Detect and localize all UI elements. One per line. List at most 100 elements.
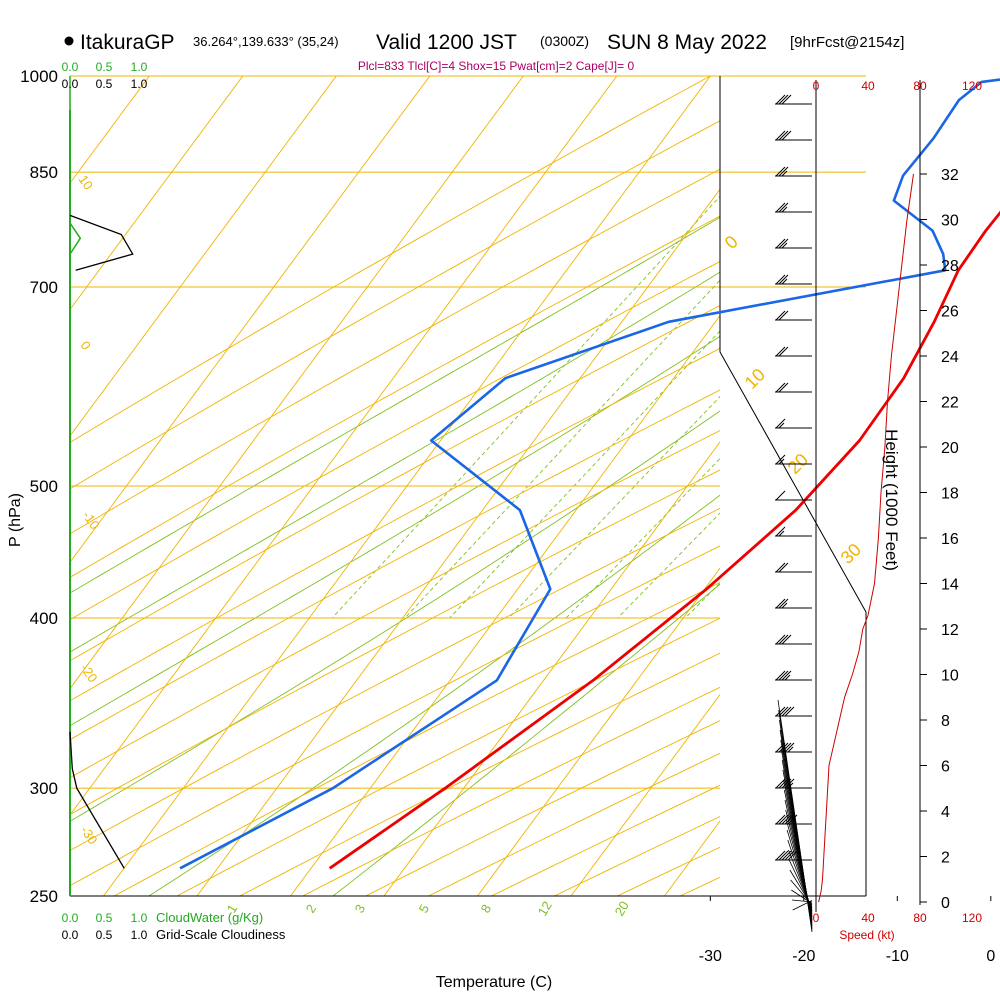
wind-barb-feather xyxy=(778,166,789,177)
height-tick-label: 24 xyxy=(941,349,959,366)
dry-adiabat-line xyxy=(70,120,720,490)
moist-adiabat-line xyxy=(70,216,720,594)
height-tick-label: 0 xyxy=(941,895,950,912)
mixing-ratio-line xyxy=(617,512,720,619)
wind-barb-feather xyxy=(778,814,789,825)
dry-adiabat-line xyxy=(70,168,720,535)
height-tick-label: 14 xyxy=(941,577,959,594)
dry-adiabat-line xyxy=(70,469,720,816)
wind-barb xyxy=(775,202,812,213)
wind-barb-feather xyxy=(775,562,786,573)
wind-barb-feather xyxy=(781,706,792,717)
wind-barb-feather xyxy=(775,418,786,429)
cloud-water-tick-top: 1.0 xyxy=(131,60,148,74)
height-tick-label: 10 xyxy=(941,668,959,685)
y-axis-label: P (hPa) xyxy=(7,493,24,547)
station-coords: 36.264°,139.633° (35,24) xyxy=(193,34,339,49)
station-name: ItakuraGP xyxy=(80,31,175,54)
temperature-line xyxy=(328,210,1000,870)
wind-barb-feather xyxy=(775,670,786,681)
cloudiness-line-lower xyxy=(69,214,134,271)
wind-barb-half-feather xyxy=(781,206,788,213)
utc-time: (0300Z) xyxy=(540,33,589,49)
mixing-ratio-label: 20 xyxy=(612,898,632,918)
mixing-ratio-line xyxy=(449,330,720,619)
cloudiness-tick-bottom: 0.0 xyxy=(62,928,79,942)
stability-indices: Plcl=833 Tlcl[C]=4 Shox=15 Pwat[cm]=2 Ca… xyxy=(358,59,635,73)
height-tick-label: 8 xyxy=(941,713,950,730)
cloudiness-tick-bottom: 0.5 xyxy=(96,928,113,942)
dry-adiabat-line xyxy=(70,545,720,887)
wind-barb xyxy=(775,418,812,429)
wind-barb-feather xyxy=(775,814,786,825)
cloudiness-tick-top: 1.0 xyxy=(131,77,148,91)
x-tick-label: -10 xyxy=(886,948,909,965)
isotherm-line xyxy=(927,47,1000,920)
wind-barb-feather xyxy=(775,130,786,141)
wind-barb-feather xyxy=(778,850,789,861)
wind-barb xyxy=(775,562,812,573)
dry-adiabat-line xyxy=(70,215,720,578)
wind-barb xyxy=(775,346,812,357)
pressure-tick-label: 500 xyxy=(30,477,58,496)
wind-barb xyxy=(775,742,812,753)
mixing-ratio-line xyxy=(331,195,720,619)
wind-barb-half-feather xyxy=(781,278,788,285)
sounding-profiles xyxy=(179,78,1000,870)
low-level-wind-barb xyxy=(792,900,813,911)
wind-speed-line xyxy=(818,173,914,903)
valid-time: Valid 1200 JST xyxy=(376,31,517,54)
theta-label: -10 xyxy=(80,508,103,532)
wind-barb xyxy=(775,94,812,105)
wind-barb-feather xyxy=(778,634,789,645)
height-tick-label: 26 xyxy=(941,304,959,321)
forecast-info: [9hrFcst@2154z] xyxy=(790,34,904,51)
wind-barb-feather xyxy=(778,310,789,321)
wind-barb xyxy=(775,670,812,681)
theta-e-label: 0 xyxy=(721,232,742,253)
isotherm-line xyxy=(70,76,431,563)
wind-barb-feather xyxy=(781,670,792,681)
pressure-tick-label: 700 xyxy=(30,278,58,297)
forecast-date: SUN 8 May 2022 xyxy=(607,31,767,54)
wind-speed-tick-bottom: 40 xyxy=(861,911,875,925)
mixing-ratio-line xyxy=(508,395,720,619)
mixing-ratio-label: 12 xyxy=(535,898,555,918)
dry-adiabat-line xyxy=(70,261,720,621)
wind-barb-feather xyxy=(775,238,786,249)
wind-barb xyxy=(775,526,812,537)
wind-barb-feather xyxy=(781,94,792,105)
wind-barb-feather xyxy=(778,238,789,249)
pressure-tick-label: 250 xyxy=(30,887,58,906)
cloud-water-tick-top: 0.0 xyxy=(62,60,79,74)
isotherm-line xyxy=(570,693,720,896)
dry-adiabat-line xyxy=(176,617,720,896)
wind-speed-tick-top: 120 xyxy=(962,79,982,93)
pressure-tick-label: 1000 xyxy=(20,67,58,86)
wind-barb xyxy=(775,274,812,285)
cloud-profiles xyxy=(69,76,134,896)
wind-speed-tick-bottom: 120 xyxy=(962,911,982,925)
wind-barb-feather xyxy=(778,274,789,285)
wind-barb xyxy=(775,166,812,177)
wind-barb-feather xyxy=(775,634,786,645)
wind-barb-feather xyxy=(778,346,789,357)
moist-adiabat-line xyxy=(70,335,720,727)
wind-barb xyxy=(775,598,812,609)
dewpoint-line xyxy=(179,78,1000,870)
height-tick-label: 12 xyxy=(941,622,959,639)
wind-barb-half-feather xyxy=(781,242,788,249)
height-tick-label: 6 xyxy=(941,759,950,776)
isotherm-line xyxy=(740,47,1000,920)
mixing-ratio-line xyxy=(404,279,720,619)
cloudiness-tick-top: 0.0 xyxy=(62,77,79,91)
wind-barb-feather xyxy=(781,634,792,645)
wind-barb-feather xyxy=(784,742,795,753)
pressure-tick-label: 400 xyxy=(30,609,58,628)
wind-barb-feather xyxy=(784,706,795,717)
wind-barb-half-feather xyxy=(778,458,785,465)
dry-adiabat-line xyxy=(238,652,720,896)
mixing-ratio-label: 3 xyxy=(352,902,369,916)
theta-label: -30 xyxy=(78,823,101,847)
